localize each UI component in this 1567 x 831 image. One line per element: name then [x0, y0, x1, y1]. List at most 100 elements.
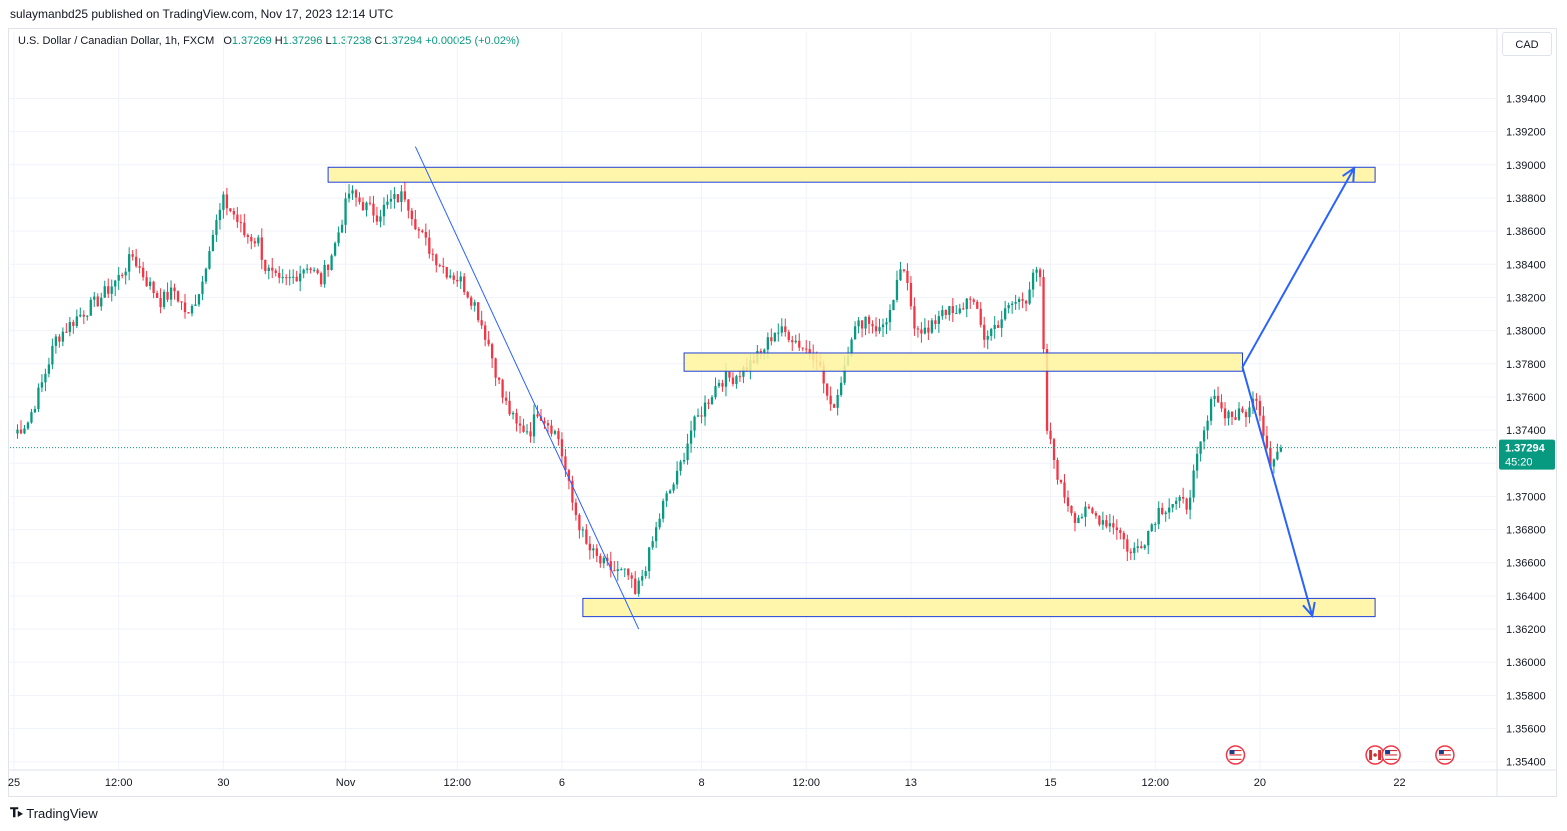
candle-body	[871, 323, 874, 327]
candle-body	[89, 299, 92, 316]
arrow-head	[1302, 601, 1316, 619]
time-tick-label: Nov	[336, 777, 356, 789]
candle-body	[138, 266, 141, 268]
candle-body	[1063, 482, 1066, 498]
candle-body	[180, 301, 183, 303]
candle-body	[710, 397, 714, 404]
candle-body	[1077, 517, 1080, 524]
candle-body	[731, 377, 735, 384]
candle-body	[494, 358, 497, 378]
candle-body	[421, 230, 424, 232]
candle-body	[375, 215, 379, 222]
candle-body	[267, 267, 270, 272]
candle-body	[661, 500, 665, 519]
candle-body	[1279, 447, 1283, 452]
candle-body	[215, 220, 218, 235]
candle-body	[874, 326, 878, 332]
candle-body	[264, 259, 267, 272]
candle-body	[927, 327, 930, 333]
candle-body	[389, 198, 393, 202]
us-flag-icon[interactable]	[1435, 745, 1455, 765]
candle-body	[536, 414, 539, 417]
candle-body	[1115, 527, 1118, 531]
candle-body	[288, 277, 291, 279]
event-icons[interactable]	[1225, 745, 1455, 765]
flag-canton	[1438, 750, 1444, 754]
candle-body	[546, 423, 550, 426]
time-tick-label: 12:00	[443, 777, 471, 789]
candle-body	[435, 254, 438, 266]
us-flag-icon[interactable]	[1225, 745, 1246, 765]
symbol-name[interactable]: U.S. Dollar / Canadian Dollar, 1h, FXCM	[18, 35, 215, 47]
candle-body	[1007, 304, 1010, 309]
candle-body	[770, 337, 773, 342]
currency-button[interactable]: CAD	[1502, 32, 1552, 56]
flag-stripe	[1385, 756, 1398, 758]
pivot-zone-middle	[683, 352, 1243, 372]
candle-body	[463, 276, 466, 293]
footer-brand[interactable]: 𝐓▸ TradingView	[10, 805, 98, 821]
close-value: 1.37294	[382, 35, 423, 47]
candle-body	[239, 222, 242, 224]
candle-body	[424, 231, 427, 238]
candle-body	[1059, 479, 1063, 483]
candle-body	[316, 269, 319, 274]
candle-body	[141, 267, 145, 278]
last-price-marker: 1.37294 45:20	[10, 439, 1555, 470]
candle-body	[1014, 301, 1017, 304]
candle-body	[836, 395, 839, 408]
candle-body	[955, 312, 958, 314]
candle-body	[253, 241, 256, 244]
candle-body	[623, 568, 626, 570]
flag-stripe	[1229, 750, 1242, 752]
flag-canton	[1229, 750, 1235, 754]
change-value: +0.00025 (+0.02%)	[425, 35, 520, 47]
arrow-down-line	[1241, 366, 1314, 617]
candle-body	[79, 314, 82, 317]
candle-body	[620, 569, 623, 571]
candle-body	[860, 320, 864, 329]
candle-body	[61, 331, 65, 342]
candle-body	[759, 351, 763, 353]
candle-body	[128, 254, 131, 272]
candle-body	[599, 555, 602, 564]
candle-body	[1136, 546, 1139, 548]
price-tick-label: 1.36200	[1506, 624, 1546, 636]
us-flag-icon[interactable]	[1381, 745, 1401, 765]
price-tick-label: 1.39400	[1506, 93, 1546, 105]
candle-body	[323, 264, 326, 285]
candle-body	[243, 222, 246, 236]
resistance-zone-top	[327, 166, 1376, 183]
time-axis[interactable]: 25 12:00 30 Nov 12:00 6 8 12:00 13 15 12:00 20 22	[8, 769, 1557, 789]
price-tick-label: 1.35600	[1506, 724, 1546, 736]
candle-body	[696, 415, 700, 417]
candle-body	[941, 310, 944, 317]
candle-body	[1126, 539, 1129, 552]
chart-frame	[8, 28, 1557, 797]
price-axis[interactable]: 1.39400 1.39200 1.39000 1.38800 1.38600 1.384…	[1496, 28, 1546, 797]
candle-body	[923, 327, 927, 334]
candle-body	[173, 287, 176, 292]
flag-canton	[1385, 750, 1391, 754]
candle-body	[721, 383, 724, 387]
candle-body	[403, 191, 407, 200]
zones[interactable]	[327, 166, 1376, 618]
candle-body	[257, 237, 260, 244]
candle-body	[735, 376, 738, 384]
candle-body	[707, 402, 710, 404]
ca-flag-icon[interactable]	[1365, 745, 1385, 765]
candle-body	[878, 327, 881, 332]
drawings[interactable]	[414, 146, 1356, 630]
candle-body	[281, 277, 284, 279]
candle-body	[40, 382, 44, 388]
footer-brand-label: TradingView	[26, 805, 98, 821]
candle-body	[302, 269, 305, 274]
candle-body	[717, 383, 721, 387]
candle-body	[703, 402, 707, 417]
candle-body	[1265, 435, 1269, 448]
candle-body	[602, 557, 605, 564]
candle-body	[833, 404, 836, 408]
candle-body	[333, 243, 337, 256]
candle-body	[445, 266, 448, 278]
